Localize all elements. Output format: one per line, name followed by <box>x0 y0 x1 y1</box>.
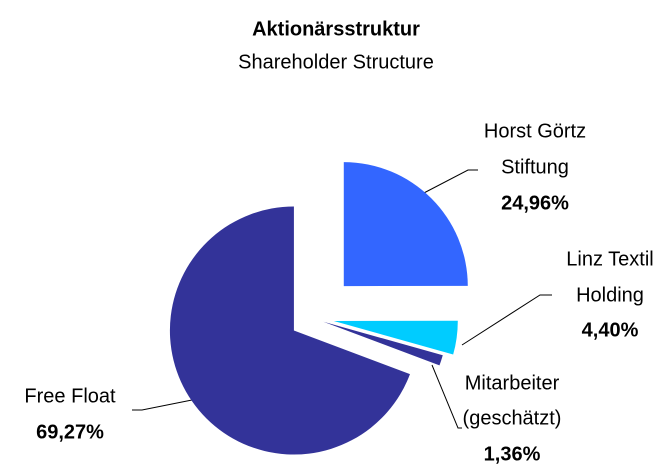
slice-value-label: 1,36% <box>484 443 541 465</box>
slice-label: Stiftung <box>501 156 569 178</box>
slice-label: Linz Textil <box>566 248 653 270</box>
pie-slice <box>343 162 468 287</box>
leader-line <box>419 169 478 196</box>
slice-label: Free Float <box>24 385 116 407</box>
slice-label: (geschätzt) <box>463 407 562 429</box>
leader-line <box>461 294 552 346</box>
pie-slice <box>333 320 458 355</box>
slice-label: Holding <box>576 284 644 306</box>
slice-value-label: 24,96% <box>501 192 569 214</box>
chart-subtitle: Shareholder Structure <box>238 51 434 73</box>
slice-value-label: 69,27% <box>36 421 104 443</box>
pie-slice <box>323 321 443 366</box>
slice-label: Horst Görtz <box>484 120 586 142</box>
chart-title: Aktionärsstruktur <box>252 18 420 40</box>
slice-value-label: 4,40% <box>582 319 639 341</box>
pie-slice <box>169 206 410 455</box>
leader-line <box>431 364 462 429</box>
slice-label: Mitarbeiter <box>465 372 560 394</box>
